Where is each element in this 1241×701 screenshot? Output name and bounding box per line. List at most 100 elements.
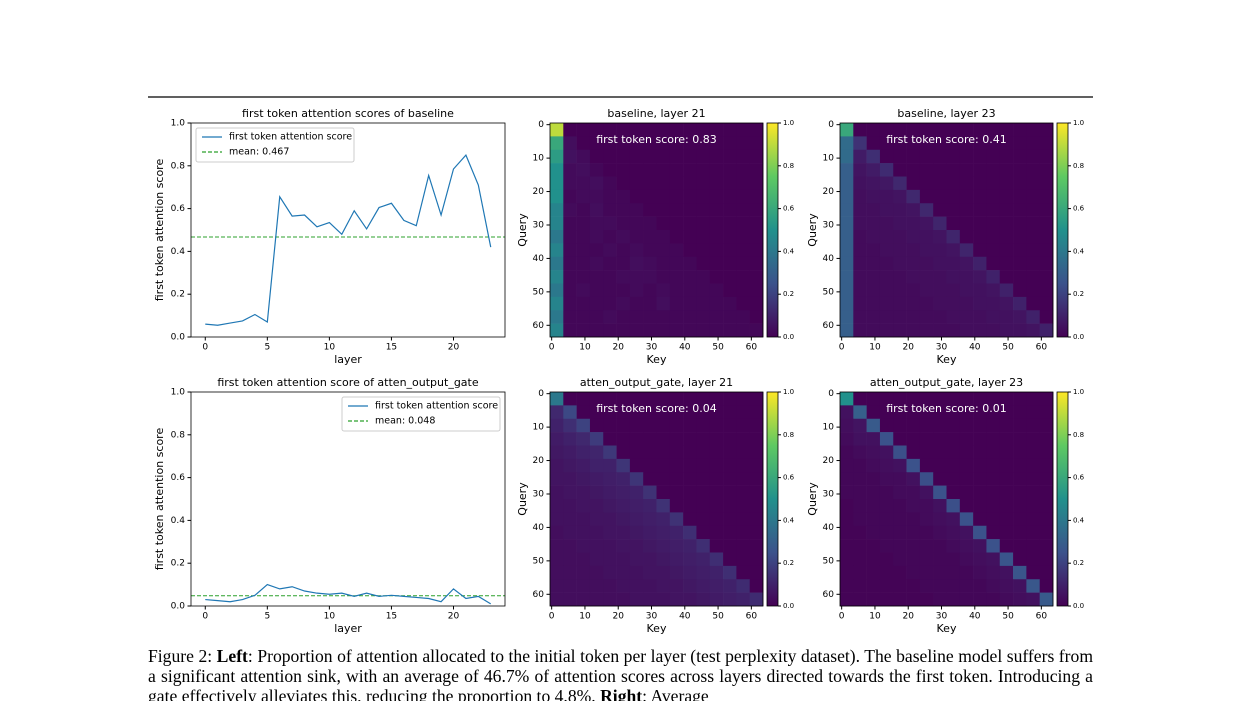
heatmap-cell bbox=[999, 579, 1014, 593]
colorbar-tick-label: 0.8 bbox=[783, 162, 794, 170]
heatmap-cell bbox=[879, 445, 894, 460]
heatmap-cell bbox=[709, 296, 724, 311]
heatmap-cell bbox=[736, 512, 750, 527]
heatmap-cell bbox=[709, 216, 724, 231]
x-tick-label: 50 bbox=[1002, 612, 1014, 622]
heatmap-cell bbox=[853, 472, 867, 486]
heatmap-cell bbox=[893, 539, 907, 553]
heatmap-cell bbox=[946, 592, 961, 607]
heatmap-cell bbox=[616, 283, 631, 298]
heatmap-cell bbox=[959, 485, 974, 500]
heatmap-cell bbox=[589, 216, 604, 231]
heatmap-cell bbox=[906, 458, 921, 473]
y-tick-label: 1.0 bbox=[171, 119, 186, 129]
heatmap-cell bbox=[589, 579, 604, 593]
heatmap-cell bbox=[1013, 256, 1027, 271]
heatmap-cell bbox=[879, 418, 894, 433]
heatmap-cell bbox=[866, 149, 881, 164]
heatmap-cell bbox=[1026, 579, 1040, 593]
heatmap-cell bbox=[736, 539, 750, 553]
heatmap-cell bbox=[656, 418, 671, 433]
heatmap-cell bbox=[656, 203, 671, 217]
x-tick-label: 50 bbox=[712, 343, 724, 353]
heatmap-cell bbox=[973, 485, 987, 500]
heatmap-cell bbox=[749, 323, 764, 338]
heatmap-cell bbox=[683, 525, 697, 540]
colorbar bbox=[1056, 122, 1069, 338]
heatmap-cell bbox=[563, 216, 577, 231]
heatmap-cell bbox=[563, 149, 577, 164]
heatmap-cell bbox=[866, 418, 881, 433]
heatmap-cell bbox=[906, 270, 921, 284]
heatmap-cell bbox=[919, 270, 934, 284]
heatmap-cell bbox=[1026, 485, 1040, 500]
heatmap-cell bbox=[736, 552, 750, 567]
heatmap-cell bbox=[1013, 123, 1027, 137]
heatmap-cell bbox=[629, 458, 644, 473]
heatmap-cell bbox=[723, 405, 737, 420]
heatmap-cell bbox=[1026, 243, 1040, 258]
heatmap-cell bbox=[1039, 579, 1054, 593]
heatmap-cell bbox=[563, 418, 577, 433]
heatmap-cell bbox=[840, 539, 854, 553]
y-tick-label: 20 bbox=[533, 187, 545, 197]
heatmap-cell bbox=[656, 296, 671, 311]
heatmap-cell bbox=[629, 230, 644, 244]
heatmap-cell bbox=[629, 323, 644, 338]
heatmap-cell bbox=[669, 283, 684, 298]
heatmap-cell bbox=[1039, 565, 1054, 580]
heatmap-cell bbox=[629, 310, 644, 324]
heatmap-cell bbox=[669, 592, 684, 607]
heatmap-cell bbox=[656, 579, 671, 593]
heatmap-cell bbox=[629, 525, 644, 540]
heatmap-cell bbox=[1026, 149, 1040, 164]
heatmap-cell bbox=[683, 123, 697, 137]
heatmap-cell bbox=[749, 163, 764, 177]
heatmap-cell bbox=[853, 136, 867, 151]
heatmap-cell bbox=[736, 323, 750, 338]
heatmap-cell bbox=[723, 136, 737, 151]
heatmap-cell bbox=[906, 230, 921, 244]
heatmap-cell bbox=[576, 592, 591, 607]
heatmap-cell bbox=[959, 592, 974, 607]
heatmap-cell bbox=[616, 525, 631, 540]
heatmap-cell bbox=[866, 270, 881, 284]
heatmap-cell bbox=[866, 392, 881, 406]
heatmap-cell bbox=[576, 405, 591, 420]
annotation: first token score: 0.04 bbox=[596, 402, 717, 415]
heatmap-cell bbox=[589, 432, 604, 446]
heatmap-cell bbox=[959, 149, 974, 164]
heatmap-cell bbox=[919, 565, 934, 580]
heatmap-cell bbox=[656, 592, 671, 607]
heatmap-cell bbox=[986, 472, 1001, 486]
heatmap-cell bbox=[576, 296, 591, 311]
x-tick-label: 20 bbox=[448, 612, 460, 622]
heatmap-cell bbox=[1039, 310, 1054, 324]
heatmap-cell bbox=[603, 163, 617, 177]
heatmap-cell bbox=[656, 525, 671, 540]
heatmap-cell bbox=[683, 163, 697, 177]
heatmap-cell bbox=[683, 189, 697, 204]
heatmap-cell bbox=[986, 256, 1001, 271]
heatmap-cell bbox=[933, 552, 947, 567]
heatmap-cell bbox=[576, 230, 591, 244]
heatmap-cell bbox=[550, 203, 564, 217]
heatmap-cell bbox=[933, 230, 947, 244]
heatmap-cell bbox=[656, 163, 671, 177]
heatmap-cell bbox=[656, 565, 671, 580]
caption-right-text: : Average bbox=[642, 686, 709, 701]
chart-title: baseline, layer 21 bbox=[607, 107, 705, 120]
heatmap-cell bbox=[696, 230, 711, 244]
heatmap-cell bbox=[643, 512, 657, 527]
x-axis-label: Key bbox=[937, 353, 957, 366]
heatmap-cell bbox=[669, 472, 684, 486]
heatmap-cell bbox=[736, 310, 750, 324]
heatmap-cell bbox=[853, 405, 867, 420]
colorbar-tick-label: 1.0 bbox=[1073, 388, 1084, 396]
heatmap-cell bbox=[879, 243, 894, 258]
heatmap-cell bbox=[589, 525, 604, 540]
heatmap-cell bbox=[669, 163, 684, 177]
heatmap-cell bbox=[973, 176, 987, 191]
heatmap-cell bbox=[603, 243, 617, 258]
heatmap-cell bbox=[629, 405, 644, 420]
